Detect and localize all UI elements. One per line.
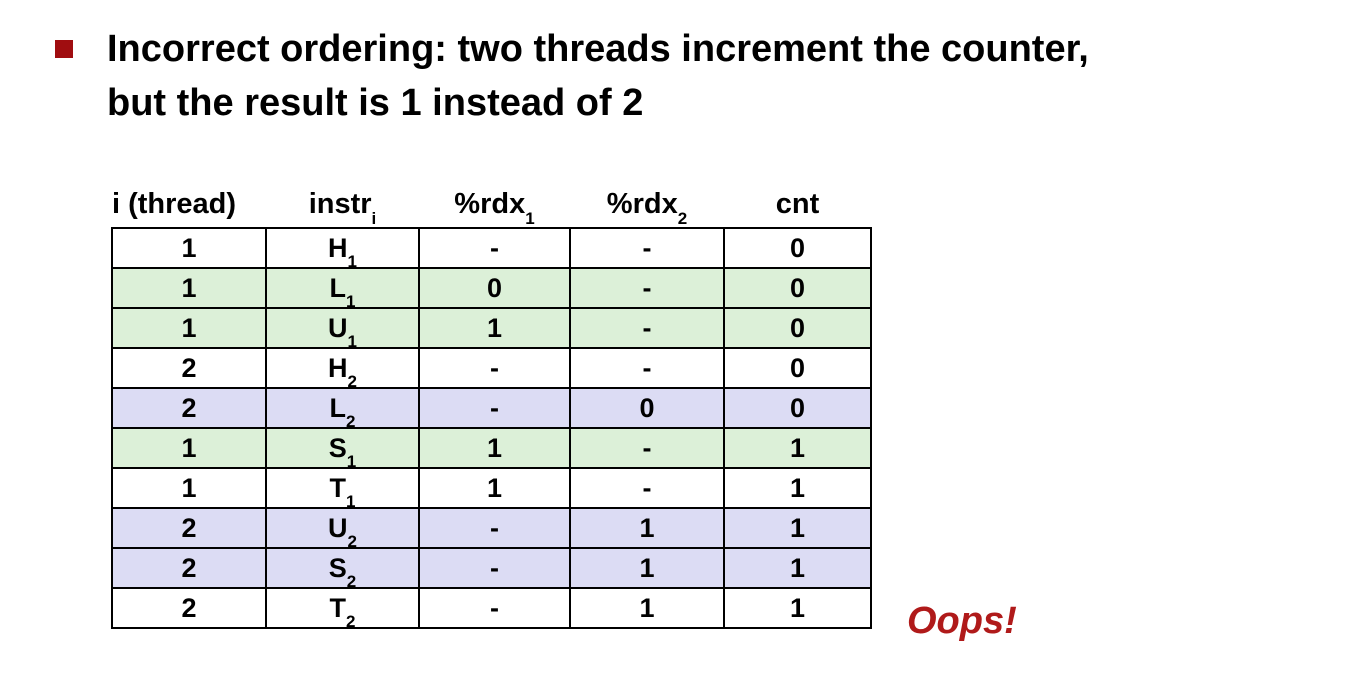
cell-cnt: 1: [723, 507, 872, 549]
cell-cnt: 0: [723, 267, 872, 309]
cell-cnt: 1: [723, 467, 872, 509]
cell-thread: 1: [111, 307, 267, 349]
header-rdx2: %rdx2: [606, 188, 688, 228]
table-row: 1 S1 1-1: [111, 427, 872, 470]
cell-thread: 2: [111, 387, 267, 429]
cell-cnt: 0: [723, 347, 872, 389]
header-cnt: cnt: [775, 188, 820, 220]
cell-instr: L2: [265, 387, 420, 430]
cell-rdx2: 0: [569, 387, 725, 429]
cell-cnt: 0: [723, 307, 872, 349]
cell-thread: 2: [111, 547, 267, 589]
cell-instr: U1: [265, 307, 420, 350]
table-row: 1 U1 1-0: [111, 307, 872, 350]
cell-instr: U2: [265, 507, 420, 550]
square-bullet-icon: [55, 40, 73, 58]
cell-cnt: 1: [723, 427, 872, 469]
table-row: 1 T1 1-1: [111, 467, 872, 510]
cell-rdx2: 1: [569, 507, 725, 549]
cell-thread: 2: [111, 507, 267, 549]
table-row: 2 S2-1 1: [111, 547, 872, 590]
cell-rdx2: -: [569, 347, 725, 389]
execution-trace-table: i (thread) instri %rdx1 %rdx2 cnt 1 H1- -0…: [111, 168, 872, 630]
cell-rdx2: 1: [569, 587, 725, 629]
cell-thread: 1: [111, 267, 267, 309]
cell-rdx1: 0: [418, 267, 571, 309]
cell-instr: T1: [265, 467, 420, 510]
cell-thread: 1: [111, 467, 267, 509]
cell-instr: T2: [265, 587, 420, 630]
header-thread: i (thread): [112, 188, 237, 220]
oops-annotation: Oops!: [907, 600, 1017, 642]
cell-rdx1: -: [418, 587, 571, 629]
cell-rdx2: -: [569, 467, 725, 509]
cell-instr: S1: [265, 427, 420, 470]
headline-line-2: but the result is 1 instead of 2: [107, 82, 644, 124]
cell-rdx1: -: [418, 387, 571, 429]
cell-instr: S2: [265, 547, 420, 590]
cell-thread: 2: [111, 347, 267, 389]
cell-cnt: 1: [723, 547, 872, 589]
cell-rdx1: 1: [418, 427, 571, 469]
cell-rdx1: -: [418, 227, 571, 269]
cell-rdx2: -: [569, 267, 725, 309]
slide-headline: Incorrect ordering: two threads incremen…: [107, 22, 1267, 130]
header-instr: instri: [308, 188, 377, 228]
cell-rdx1: -: [418, 347, 571, 389]
table-row: 2 T2-1 1: [111, 587, 872, 630]
cell-rdx1: -: [418, 507, 571, 549]
table-header-row: i (thread) instri %rdx1 %rdx2 cnt: [112, 168, 871, 228]
cell-rdx2: -: [569, 427, 725, 469]
table-row: 2 H2- -0: [111, 347, 872, 390]
table-row: 1 H1- -0: [111, 227, 872, 270]
cell-instr: H2: [265, 347, 420, 390]
cell-rdx2: -: [569, 227, 725, 269]
cell-rdx1: -: [418, 547, 571, 589]
cell-thread: 1: [111, 427, 267, 469]
headline-line-1: Incorrect ordering: two threads incremen…: [107, 28, 1089, 70]
table-row: 2 L2-0 0: [111, 387, 872, 430]
cell-instr: L1: [265, 267, 420, 310]
cell-rdx1: 1: [418, 307, 571, 349]
cell-rdx1: 1: [418, 467, 571, 509]
cell-thread: 1: [111, 227, 267, 269]
cell-thread: 2: [111, 587, 267, 629]
cell-cnt: 0: [723, 387, 872, 429]
cell-rdx2: -: [569, 307, 725, 349]
table-row: 1 L1 0-0: [111, 267, 872, 310]
cell-cnt: 1: [723, 587, 872, 629]
table-row: 2 U2-1 1: [111, 507, 872, 550]
table-body: 1 H1- -0 1 L1 0-0 1 U1 1-0 2 H2- -0 2 L2-0 0 1 S1 1-1 1 T1 1…: [111, 227, 872, 630]
cell-instr: H1: [265, 227, 420, 270]
header-rdx1: %rdx1: [454, 188, 535, 228]
cell-cnt: 0: [723, 227, 872, 269]
cell-rdx2: 1: [569, 547, 725, 589]
